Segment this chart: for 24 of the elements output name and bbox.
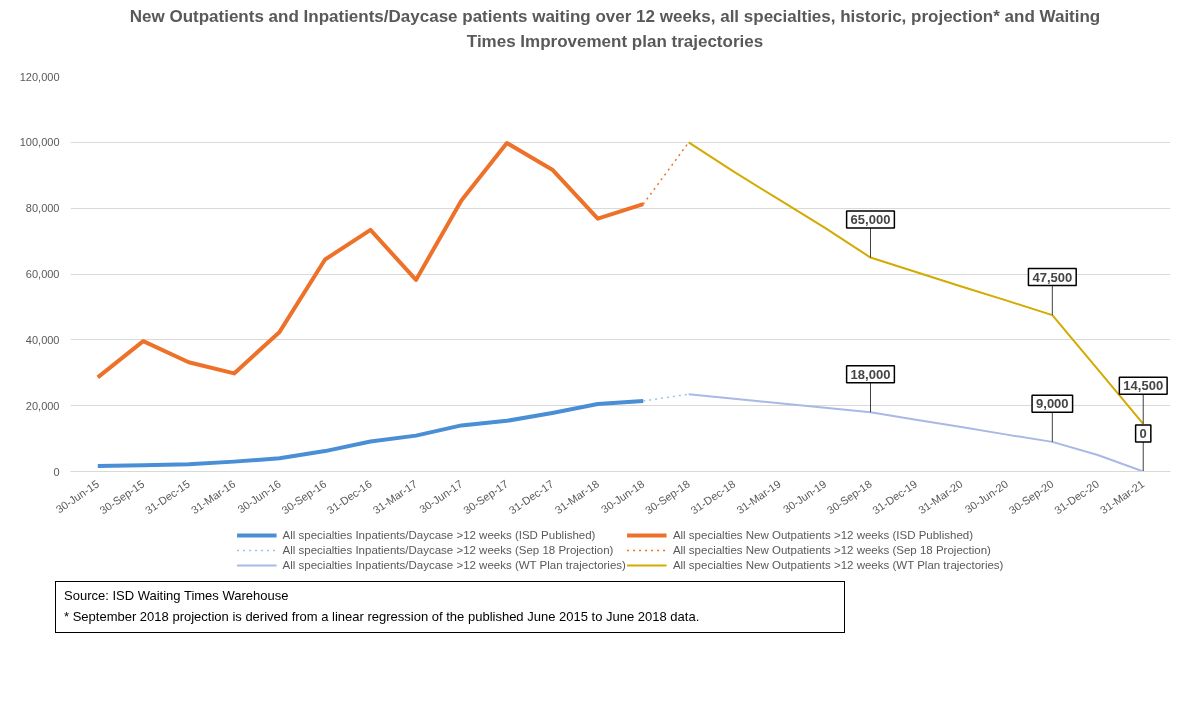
source-note: Source: ISD Waiting Times Warehouse <box>64 588 289 603</box>
y-tick-label: 60,000 <box>25 268 60 280</box>
y-tick-label: 40,000 <box>25 333 60 346</box>
legend-label: All specialties Inpatients/Daycase >12 weeks (Sep 18 Projection) <box>282 543 614 557</box>
line-series <box>687 393 1145 472</box>
legend-label: All specialties New Outpatients >12 weeks (ISD Published) <box>672 528 974 542</box>
y-tick-label: 100,000 <box>19 136 60 149</box>
data-label: 47,500 <box>1032 269 1073 285</box>
y-tick-label: 0 <box>53 465 60 478</box>
data-label: 18,000 <box>850 366 891 382</box>
legend-label: All specialties Inpatients/Daycase >12 weeks (ISD Published) <box>282 528 596 542</box>
data-label: 65,000 <box>850 211 891 227</box>
data-label: 0 <box>1139 425 1147 441</box>
data-label: 14,500 <box>1123 378 1164 394</box>
line-series <box>95 399 646 468</box>
chart-title: New Outpatients and Inpatients/Daycase patients waiting over 12 weeks, all specialties, historic, projection* and Waiting Times Improvement plan trajectories <box>128 6 1102 53</box>
y-tick-label: 20,000 <box>25 399 60 412</box>
y-tick-label: 80,000 <box>25 202 60 215</box>
text: * September 2018 projection is derived from a linear regression of the published June 2015 to June 2018 data. <box>64 608 700 624</box>
data-label: 9,000 <box>1036 396 1069 412</box>
legend-label: All specialties New Outpatients >12 weeks (Sep 18 Projection) <box>672 543 991 557</box>
legend-label: All specialties Inpatients/Daycase >12 weeks (WT Plan trajectories) <box>282 558 626 572</box>
y-tick-label: 120,000 <box>19 70 60 83</box>
legend-label: All specialties New Outpatients >12 weeks (WT Plan trajectories) <box>672 558 1004 572</box>
